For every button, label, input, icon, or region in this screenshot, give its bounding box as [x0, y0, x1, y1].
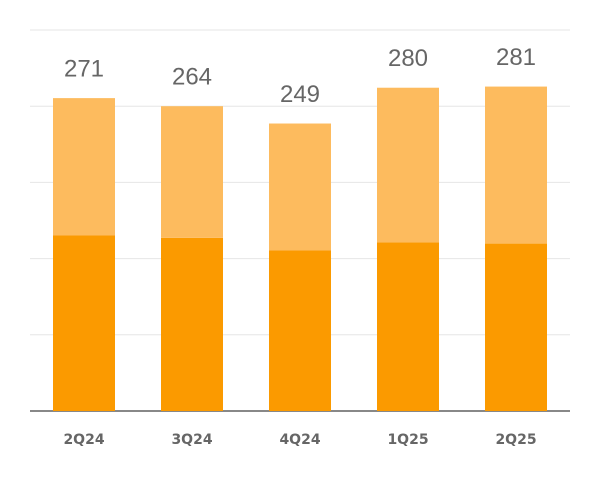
- total-label: 264: [172, 64, 212, 91]
- bar-segment: [161, 237, 223, 411]
- bar-segment: [53, 98, 115, 236]
- bar-segment: [377, 242, 439, 411]
- x-tick-label: 4Q24: [279, 432, 320, 448]
- bar-segment: [485, 86, 547, 244]
- bar-segment: [269, 250, 331, 411]
- bar-segment: [161, 106, 223, 238]
- x-tick-label: 2Q25: [495, 432, 536, 448]
- x-tick-label: 3Q24: [171, 432, 212, 448]
- bar-segment: [53, 235, 115, 411]
- bar-segment: [377, 87, 439, 243]
- x-tick-label: 2Q24: [63, 432, 104, 448]
- total-label: 281: [496, 44, 536, 71]
- total-label: 280: [388, 45, 428, 72]
- total-label: 271: [64, 55, 104, 82]
- bar-segment: [269, 123, 331, 251]
- bar-segment: [485, 243, 547, 411]
- x-tick-label: 1Q25: [387, 432, 428, 448]
- total-label: 249: [280, 81, 320, 108]
